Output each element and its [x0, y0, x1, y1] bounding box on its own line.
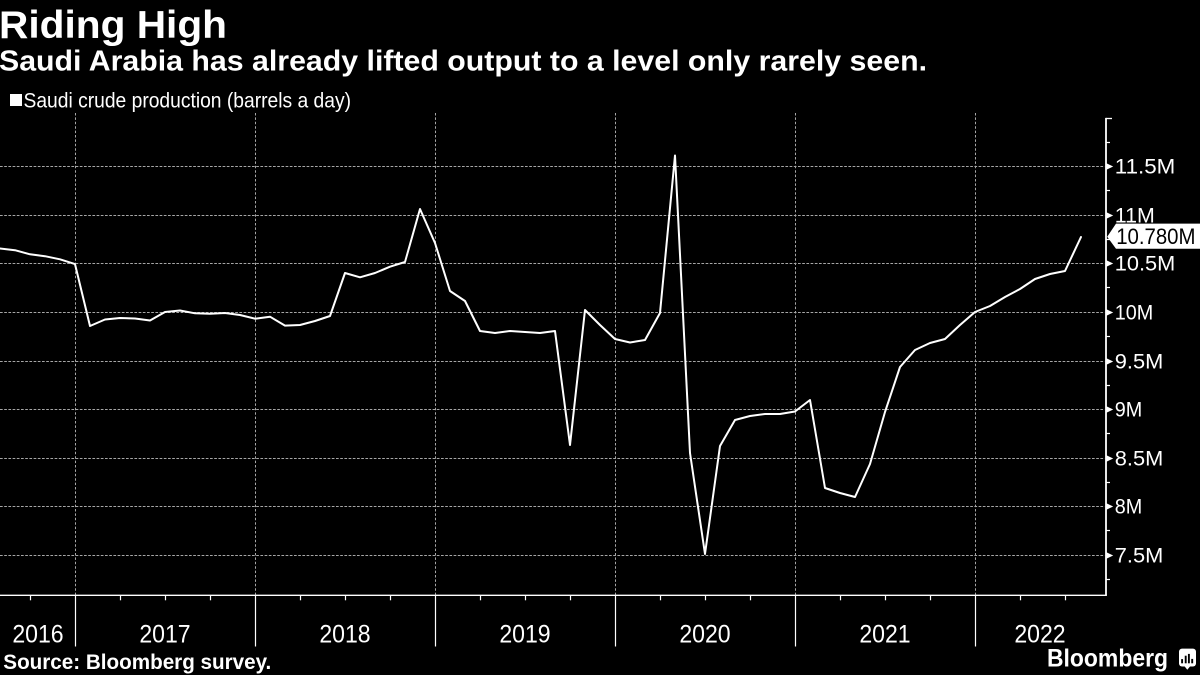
svg-text:2020: 2020	[679, 621, 730, 649]
svg-text:8.5M: 8.5M	[1115, 447, 1164, 470]
svg-text:9M: 9M	[1115, 398, 1143, 421]
svg-text:8M: 8M	[1115, 495, 1143, 518]
svg-text:2017: 2017	[139, 621, 190, 649]
svg-text:2018: 2018	[319, 621, 370, 649]
svg-text:Saudi Arabia has already lifte: Saudi Arabia has already lifted output t…	[0, 45, 927, 77]
svg-text:9.5M: 9.5M	[1115, 350, 1164, 373]
svg-text:Saudi crude production (barrel: Saudi crude production (barrels a day)	[24, 90, 352, 113]
svg-text:2022: 2022	[1014, 621, 1065, 649]
svg-text:2021: 2021	[859, 621, 910, 649]
svg-text:Bloomberg: Bloomberg	[1047, 645, 1168, 673]
svg-text:11M: 11M	[1115, 204, 1155, 227]
svg-text:2016: 2016	[12, 621, 63, 649]
svg-text:10.5M: 10.5M	[1115, 252, 1176, 275]
svg-text:10M: 10M	[1115, 301, 1154, 324]
svg-text:7.5M: 7.5M	[1115, 544, 1164, 567]
svg-text:2019: 2019	[499, 621, 550, 649]
svg-text:Source: Bloomberg survey.: Source: Bloomberg survey.	[3, 649, 271, 674]
svg-text:11.5M: 11.5M	[1115, 155, 1176, 178]
svg-text:10.780M: 10.780M	[1116, 224, 1195, 249]
svg-text:Riding High: Riding High	[0, 4, 227, 47]
